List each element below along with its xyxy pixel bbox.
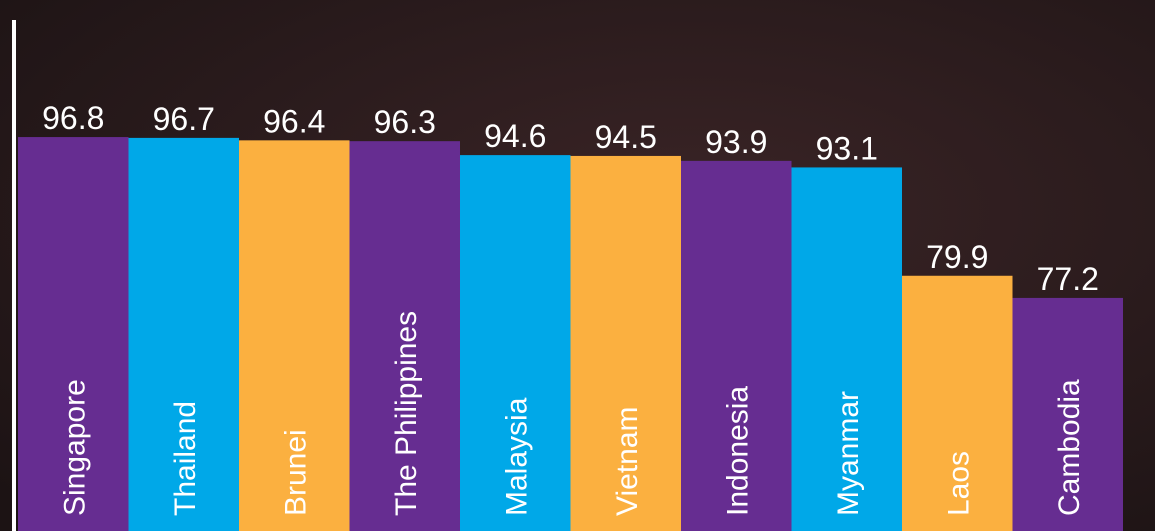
value-label: 94.6 — [484, 118, 546, 154]
bar — [128, 137, 239, 531]
bar — [460, 155, 571, 531]
value-label: 96.8 — [42, 100, 104, 136]
category-label: Vietnam — [611, 406, 644, 516]
bar — [239, 140, 350, 531]
category-label: Singapore — [58, 379, 91, 516]
value-label: 79.9 — [926, 239, 988, 275]
category-label: Brunei — [279, 429, 312, 516]
value-label: 93.9 — [705, 124, 767, 160]
category-label: Indonesia — [721, 386, 754, 516]
category-label: Myanmar — [832, 391, 865, 516]
value-label: 93.1 — [816, 130, 878, 166]
category-label: Malaysia — [500, 397, 533, 516]
value-label: 96.3 — [374, 104, 436, 140]
bar — [1012, 297, 1123, 531]
bar — [791, 167, 902, 531]
category-label: Laos — [942, 451, 975, 516]
bar — [18, 137, 129, 531]
bar — [902, 275, 1013, 531]
value-label: 77.2 — [1037, 261, 1099, 297]
bar — [570, 155, 681, 531]
category-label: Thailand — [169, 401, 202, 516]
category-label: The Philippines — [390, 311, 423, 516]
value-label: 96.4 — [263, 103, 325, 139]
category-label: Cambodia — [1053, 379, 1086, 516]
value-label: 96.7 — [153, 101, 215, 137]
value-label: 94.5 — [595, 119, 657, 155]
bar — [681, 160, 792, 531]
bar — [349, 141, 460, 531]
